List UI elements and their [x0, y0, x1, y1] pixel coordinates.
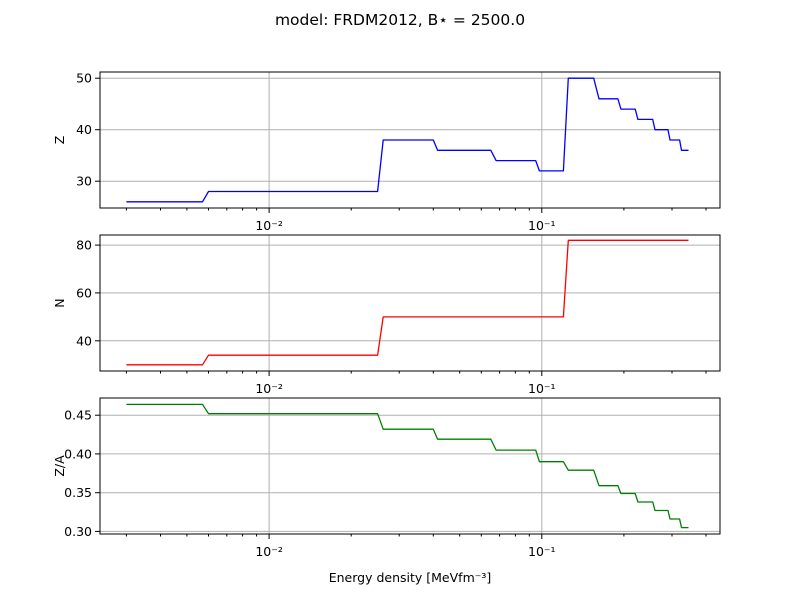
y-axis-label: Z: [52, 136, 67, 145]
za-panel: 10⁻² 10⁻¹ 0.30 0.35 0.40 0.45 Z/A: [52, 397, 721, 559]
y-tick-label: 50: [76, 71, 92, 86]
chart-title: model: FRDM2012, B⋆ = 2500.0: [275, 11, 525, 29]
axes-frame: [99, 397, 721, 535]
y-tick-label: 0.40: [64, 446, 92, 461]
y-tick-label: 40: [76, 333, 92, 348]
x-tick-label: 10⁻¹: [528, 218, 556, 233]
x-axis-label: Energy density [MeVfm⁻³]: [329, 570, 492, 585]
data-series-line: [126, 403, 689, 529]
x-tick-label: 10⁻²: [255, 381, 283, 396]
x-tick-label: 10⁻¹: [528, 381, 556, 396]
y-axis-label: N: [52, 298, 67, 307]
x-tick-label: 10⁻²: [255, 544, 283, 559]
y-tick-label: 80: [76, 238, 92, 253]
z-panel: 10⁻² 10⁻¹ 30 40 50 Z: [52, 71, 721, 233]
y-tick-label: 0.35: [64, 485, 92, 500]
y-tick-label: 60: [76, 285, 92, 300]
n-panel: 10⁻² 10⁻¹ 40 60 80 N: [52, 234, 721, 396]
y-tick-label: 40: [76, 122, 92, 137]
y-tick-label: 0.30: [64, 524, 92, 539]
data-series-line: [126, 77, 689, 203]
axes-frame: [99, 234, 721, 372]
x-tick-label: 10⁻²: [255, 218, 283, 233]
y-tick-label: 30: [76, 174, 92, 189]
x-tick-label: 10⁻¹: [528, 544, 556, 559]
data-series-line: [126, 239, 689, 366]
panels: 10⁻² 10⁻¹ 30 40 50 Z 10⁻² 10⁻¹ 40 60 80 N 10⁻² 10⁻¹ 0.…: [52, 71, 721, 559]
y-tick-label: 0.45: [64, 408, 92, 423]
y-axis-label: Z/A: [52, 455, 67, 477]
axes-frame: [99, 71, 721, 209]
